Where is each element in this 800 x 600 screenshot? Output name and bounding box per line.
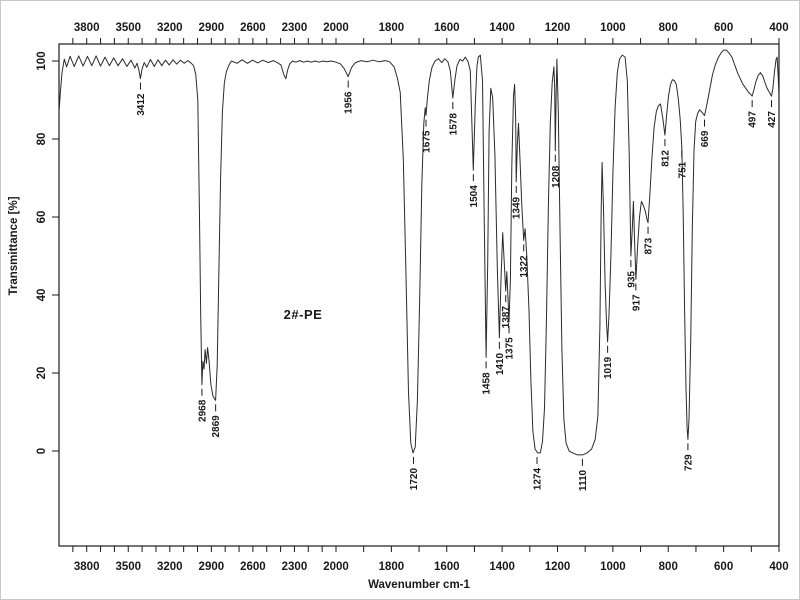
peak-label: 669 <box>700 130 711 147</box>
peak-annotation-1387: 1387 <box>501 295 512 328</box>
peak-label: 3412 <box>136 93 147 116</box>
y-tick-label: 20 <box>36 367 48 380</box>
peak-label: 1349 <box>512 196 523 219</box>
sample-label: 2#-PE <box>284 307 323 322</box>
peak-annotation-1578: 1578 <box>448 102 459 135</box>
peak-annotation-669: 669 <box>700 119 711 147</box>
x-tick-label-top: 600 <box>714 22 733 34</box>
x-tick-label-top: 3200 <box>157 22 183 34</box>
x-tick-label-bottom: 400 <box>769 561 788 573</box>
x-tick-label-bottom: 2900 <box>199 561 225 573</box>
peak-label: 1110 <box>578 469 589 491</box>
peak-label: 1387 <box>501 306 512 329</box>
peak-annotation-1274: 1274 <box>533 456 544 491</box>
x-tick-label-top: 3800 <box>74 22 100 34</box>
peak-annotation-1208: 1208 <box>551 154 562 188</box>
x-tick-label-bottom: 3500 <box>115 561 141 573</box>
peak-label: 1578 <box>448 113 459 136</box>
x-tick-label-bottom: 2000 <box>323 561 349 573</box>
x-axes: 3800 3800 3500 3500 3200 3200 2900 2900 2600 2600… <box>72 22 789 573</box>
peak-label: 917 <box>631 294 642 311</box>
peak-annotation-1458: 1458 <box>482 361 493 395</box>
peak-label: 873 <box>644 237 655 254</box>
x-tick-label-top: 800 <box>659 22 678 34</box>
peak-label: 1208 <box>551 165 562 188</box>
peak-label: 427 <box>767 111 778 128</box>
x-tick-label-top: 1600 <box>434 22 460 34</box>
y-axis: 0 20 40 60 80 100 <box>36 51 59 454</box>
peak-label: 751 <box>677 161 688 178</box>
peak-annotation-2968: 2968 <box>197 388 208 422</box>
x-tick-label-top: 1000 <box>600 22 626 34</box>
peak-label: 2869 <box>211 415 222 438</box>
peak-annotation-1720: 1720 <box>409 456 420 491</box>
y-axis-title: Transmittance [%] <box>8 196 20 295</box>
x-tick-label-top: 1800 <box>379 22 405 34</box>
peak-annotation-1375: 1375 <box>505 326 516 360</box>
peak-label: 1675 <box>421 130 432 153</box>
peak-annotation-1322: 1322 <box>519 244 530 278</box>
peak-annotation-1675: 1675 <box>421 119 432 153</box>
y-tick-label: 80 <box>36 133 48 146</box>
peak-label: 1504 <box>469 185 480 208</box>
peak-label: 729 <box>683 454 694 471</box>
peak-annotation-1019: 1019 <box>603 345 614 379</box>
x-tick-label-top: 3500 <box>115 22 141 34</box>
y-tick-label: 60 <box>36 211 48 224</box>
x-tick-label-bottom: 1000 <box>600 561 626 573</box>
peak-annotation-1410: 1410 <box>495 341 506 375</box>
x-axis-title: Wavenumber cm-1 <box>368 579 470 591</box>
peak-annotation-1956: 1956 <box>344 80 355 114</box>
x-tick-label-top: 2900 <box>199 22 225 34</box>
y-tick-label: 100 <box>36 51 48 70</box>
peak-label: 497 <box>748 111 759 128</box>
peak-annotation-427: 427 <box>767 100 778 128</box>
peak-annotation-935: 935 <box>626 260 637 288</box>
x-tick-label-top: 2300 <box>282 22 308 34</box>
y-tick-label: 0 <box>36 448 48 454</box>
x-tick-label-bottom: 1200 <box>545 561 571 573</box>
x-tick-label-top: 2000 <box>323 22 349 34</box>
peak-annotation-497: 497 <box>748 100 759 128</box>
y-tick-label: 40 <box>36 289 48 302</box>
peak-label: 1720 <box>409 468 420 491</box>
x-tick-label-top: 1400 <box>489 22 515 34</box>
peak-annotation-1504: 1504 <box>469 174 480 207</box>
peak-label: 1410 <box>495 352 506 375</box>
peak-annotation-1110: 1110 <box>578 458 589 491</box>
peak-label: 1458 <box>482 372 493 395</box>
peak-label: 1375 <box>505 337 516 360</box>
x-tick-label-bottom: 3800 <box>74 561 100 573</box>
peak-label: 935 <box>626 271 637 288</box>
peak-annotation-917: 917 <box>631 283 642 311</box>
peak-annotation-729: 729 <box>683 443 694 471</box>
peak-annotation-812: 812 <box>660 139 671 167</box>
x-tick-label-top: 2600 <box>240 22 266 34</box>
x-tick-label-top: 400 <box>769 22 788 34</box>
peak-label: 812 <box>660 150 671 167</box>
peak-annotation-2869: 2869 <box>211 404 222 438</box>
x-tick-label-bottom: 600 <box>714 561 733 573</box>
peak-label: 1322 <box>519 255 530 278</box>
x-tick-label-bottom: 800 <box>659 561 678 573</box>
x-tick-label-bottom: 1400 <box>489 561 515 573</box>
x-tick-label-bottom: 3200 <box>157 561 183 573</box>
x-tick-label-bottom: 2600 <box>240 561 266 573</box>
peak-label: 2968 <box>197 399 208 422</box>
x-tick-label-top: 1200 <box>545 22 571 34</box>
peak-annotation-3412: 3412 <box>136 82 147 116</box>
peak-annotation-1349: 1349 <box>512 185 523 219</box>
peak-label: 1274 <box>533 468 544 491</box>
x-tick-label-bottom: 1600 <box>434 561 460 573</box>
peak-label: 1956 <box>344 91 355 114</box>
x-tick-label-bottom: 2300 <box>282 561 308 573</box>
spectrum-curve <box>58 49 780 456</box>
peak-label: 1019 <box>603 356 614 379</box>
x-tick-label-bottom: 1800 <box>379 561 405 573</box>
peak-annotation-751: 751 <box>677 150 688 178</box>
peak-annotation-873: 873 <box>644 226 655 255</box>
